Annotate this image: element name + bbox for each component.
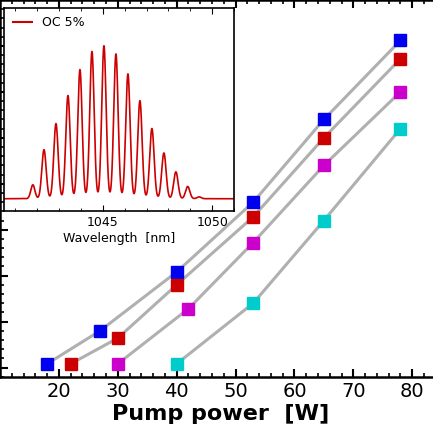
X-axis label: Pump power  [W]: Pump power [W] — [112, 404, 330, 424]
